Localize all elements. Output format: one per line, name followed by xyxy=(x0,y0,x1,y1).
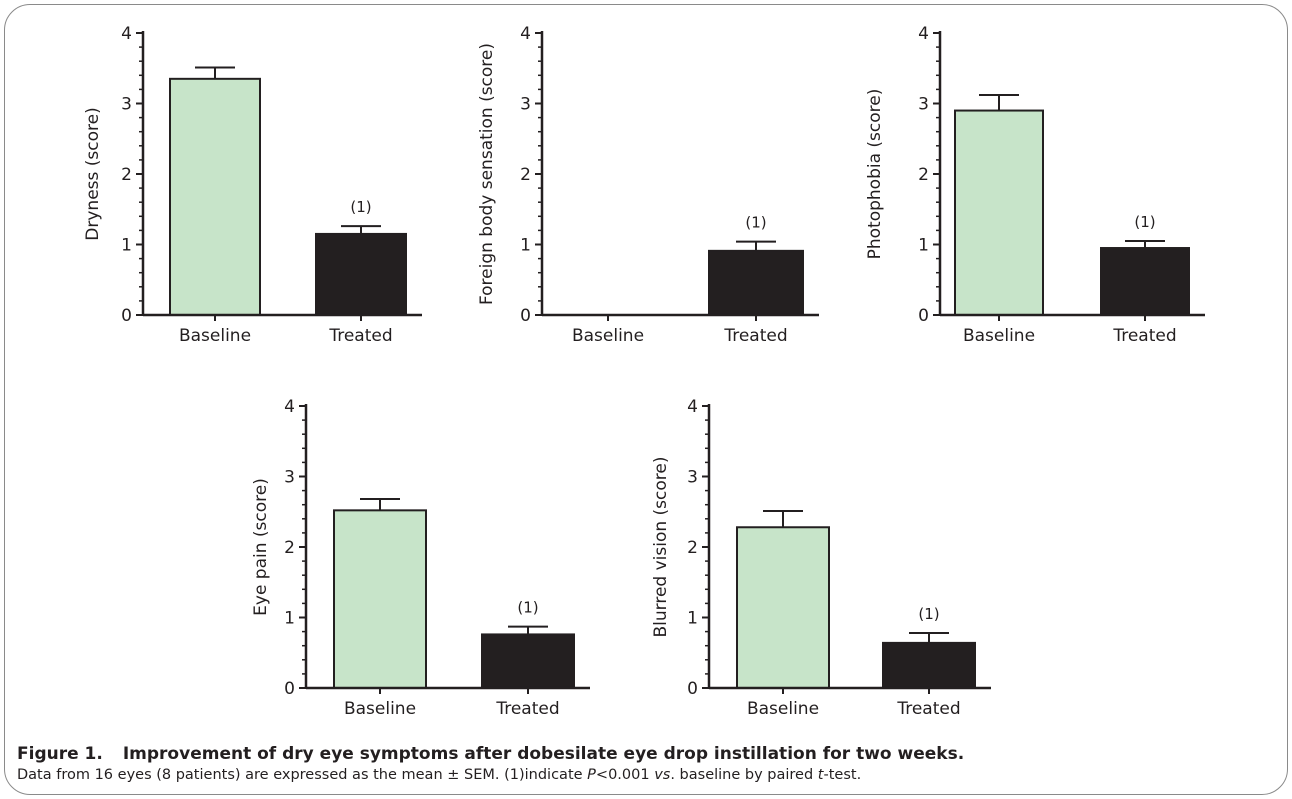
figure-frame xyxy=(4,4,1288,795)
bar-baseline xyxy=(954,109,1044,316)
bar-treated xyxy=(315,232,407,316)
note-part-1: Data from 16 eyes (8 patients) are expre… xyxy=(17,767,588,783)
category-label: Baseline xyxy=(179,326,251,346)
y-axis-title: Photophobia (score) xyxy=(865,89,885,260)
y-tick-label: 1 xyxy=(918,236,929,256)
y-axis-title: Blurred vision (score) xyxy=(651,456,671,637)
note-part-3: . baseline by paired xyxy=(670,767,818,783)
y-tick-label: 4 xyxy=(520,24,531,44)
y-tick-label: 2 xyxy=(121,165,132,185)
note-part-2: <0.001 xyxy=(595,767,655,783)
y-tick-label: 2 xyxy=(520,165,531,185)
y-tick-label: 0 xyxy=(284,679,295,699)
y-tick-label: 4 xyxy=(284,397,295,417)
y-tick-label: 3 xyxy=(520,95,531,115)
y-tick-label: 4 xyxy=(121,24,132,44)
y-tick-label: 2 xyxy=(284,538,295,558)
y-tick-label: 2 xyxy=(687,538,698,558)
y-tick-label: 0 xyxy=(687,679,698,699)
note-part-4: -test. xyxy=(823,767,862,783)
y-tick-label: 3 xyxy=(121,95,132,115)
significance-label: (1) xyxy=(745,214,766,232)
y-tick-label: 4 xyxy=(918,24,929,44)
y-tick-label: 0 xyxy=(121,306,132,326)
significance-label: (1) xyxy=(1134,213,1155,231)
significance-label: (1) xyxy=(918,605,939,623)
figure-caption-title: Figure 1. Improvement of dry eye symptoms… xyxy=(17,744,964,764)
bar-baseline xyxy=(333,509,427,689)
category-label: Baseline xyxy=(344,699,416,719)
y-tick-label: 4 xyxy=(687,397,698,417)
category-label: Baseline xyxy=(572,326,644,346)
note-p: P xyxy=(587,767,596,783)
category-label: Treated xyxy=(328,326,392,346)
category-label: Baseline xyxy=(747,699,819,719)
y-axis-title: Foreign body sensation (score) xyxy=(477,43,497,305)
y-tick-label: 3 xyxy=(284,468,295,488)
y-tick-label: 1 xyxy=(284,609,295,629)
y-tick-label: 0 xyxy=(918,306,929,326)
figure-label: Figure 1. xyxy=(17,744,103,764)
y-tick-label: 1 xyxy=(520,236,531,256)
significance-label: (1) xyxy=(517,599,538,617)
category-label: Treated xyxy=(1112,326,1176,346)
bar-treated xyxy=(1100,247,1190,316)
y-axis-title: Eye pain (score) xyxy=(251,478,271,616)
category-label: Treated xyxy=(495,699,559,719)
category-label: Baseline xyxy=(963,326,1035,346)
bar-treated xyxy=(708,249,804,316)
note-t: t xyxy=(817,767,824,783)
significance-label: (1) xyxy=(350,198,371,216)
y-tick-label: 1 xyxy=(121,236,132,256)
y-tick-label: 3 xyxy=(918,95,929,115)
bar-treated xyxy=(481,633,575,689)
y-tick-label: 2 xyxy=(918,165,929,185)
bar-treated xyxy=(882,641,976,690)
bar-baseline xyxy=(736,526,830,690)
y-tick-label: 3 xyxy=(687,468,698,488)
figure-title: Improvement of dry eye symptoms after do… xyxy=(122,744,965,764)
category-label: Treated xyxy=(723,326,787,346)
y-tick-label: 0 xyxy=(520,306,531,326)
note-vs: vs xyxy=(654,767,671,783)
category-label: Treated xyxy=(896,699,960,719)
figure-caption-note: Data from 16 eyes (8 patients) are expre… xyxy=(17,767,861,783)
bar-baseline xyxy=(169,77,261,316)
y-tick-label: 1 xyxy=(687,609,698,629)
y-axis-title: Dryness (score) xyxy=(83,107,103,240)
